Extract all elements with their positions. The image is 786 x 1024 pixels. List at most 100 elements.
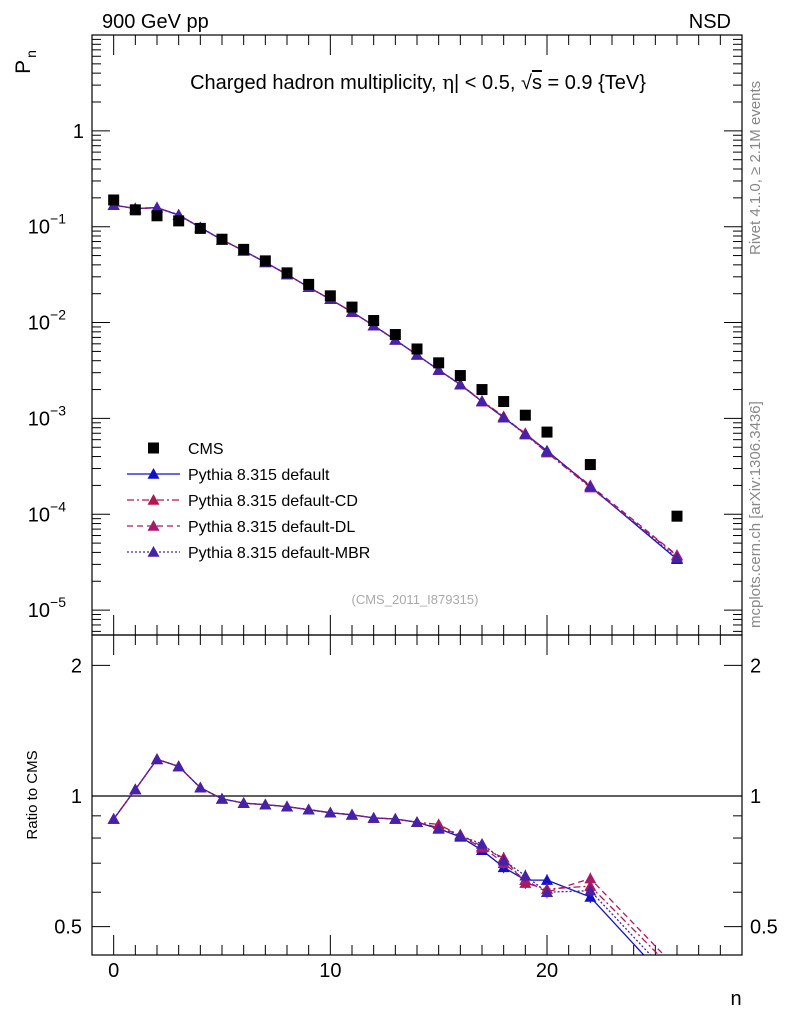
- ratio-marker-3: [389, 813, 402, 824]
- ratio-marker-3: [281, 800, 293, 812]
- legend-label: Pythia 8.315 default-DL: [188, 519, 355, 536]
- ratio-marker-3: [476, 838, 488, 849]
- cms-data-point: [519, 409, 531, 421]
- ratio-marker-3: [454, 829, 467, 841]
- legend: CMS Pythia 8.315 default Pythia 8.315 defa…: [127, 441, 370, 562]
- axes: 1 10−1 10−2 10−3 10−4 10−5 0 10 20 0.5 0.5 1 1 2 2: [28, 34, 778, 982]
- ratio-y-tick-label-left: 0.5: [54, 917, 82, 939]
- ratio-series-line-3: [113, 758, 652, 955]
- ratio-y-tick-label-right: 0.5: [750, 917, 778, 939]
- ratio-marker-3: [237, 797, 250, 808]
- legend-label: Pythia 8.315 default-CD: [188, 493, 358, 510]
- main-mc-marker-4: [151, 201, 163, 213]
- cms-data-point: [129, 204, 141, 216]
- main-y-tick-label: 10−5: [28, 594, 66, 622]
- ratio-marker-3: [346, 808, 358, 820]
- cms-data-point: [108, 194, 120, 206]
- cms-data-point: [433, 357, 445, 369]
- ratio-marker-3: [541, 886, 553, 898]
- legend-triangle-marker: [147, 546, 160, 557]
- x-tick-label: 20: [536, 960, 558, 982]
- cms-data-point: [454, 370, 466, 382]
- x-tick-label: 10: [319, 960, 341, 982]
- ratio-y-tick-label-right: 2: [750, 655, 761, 677]
- ratio-marker-3: [107, 813, 120, 824]
- legend-label: Pythia 8.315 default-MBR: [188, 545, 370, 562]
- legend-label: Pythia 8.315 default: [188, 467, 330, 484]
- legend-triangle-marker: [147, 494, 160, 505]
- cms-data-point: [389, 329, 401, 341]
- ratio-marker-3: [151, 753, 163, 765]
- ratio-marker-3: [216, 792, 228, 804]
- ratio-marker-3: [129, 783, 142, 795]
- cms-data-point: [303, 278, 315, 290]
- header-right: NSD: [689, 11, 731, 33]
- ratio-marker-3: [497, 854, 510, 866]
- ratio-marker-3: [324, 806, 337, 818]
- ratio-marker-3: [584, 884, 597, 896]
- ratio-marker-0: [541, 874, 553, 885]
- legend-triangle-marker: [147, 468, 160, 479]
- main-mc-marker-4: [584, 480, 597, 492]
- cms-data-point: [541, 426, 553, 438]
- ratio-y-tick-label-left: 1: [71, 786, 82, 808]
- main-y-label: Pn: [12, 50, 39, 74]
- main-y-tick-label: 10−3: [28, 402, 66, 430]
- ratio-marker-3: [302, 803, 315, 815]
- ratio-marker-2: [584, 872, 597, 884]
- cms-data-point: [368, 315, 380, 327]
- main-mc-marker-4: [432, 363, 445, 375]
- cms-data-point: [584, 459, 596, 471]
- legend-square-marker: [148, 442, 159, 454]
- cms-data-point: [281, 267, 293, 279]
- legend-label: CMS: [188, 441, 224, 458]
- ratio-marker-3: [432, 822, 445, 834]
- cms-data-point: [476, 384, 488, 396]
- main-mc-marker-4: [497, 411, 510, 423]
- ratio-marker-3: [172, 760, 185, 772]
- main-mc-marker-4: [519, 428, 532, 440]
- cms-data-point: [259, 255, 271, 267]
- x-tick-label: 0: [108, 960, 119, 982]
- legend-item-0: CMS: [148, 441, 224, 458]
- main-series-markers: [107, 194, 683, 564]
- ratio-y-label: Ratio to CMS: [24, 750, 41, 839]
- main-y-tick-label: 10−4: [28, 498, 66, 526]
- ratio-marker-3: [194, 781, 207, 793]
- cms-data-point: [238, 243, 250, 255]
- ratio-y-tick-label-left: 2: [71, 655, 82, 677]
- rivet-side-text: Rivet 4.1.0, ≥ 2.1M events: [747, 81, 764, 255]
- main-y-tick-label: 1: [73, 121, 84, 143]
- cms-data-point: [346, 301, 358, 313]
- x-axis-label: n: [730, 988, 741, 1010]
- analysis-watermark: (CMS_2011_I879315): [352, 592, 479, 607]
- legend-item-1: Pythia 8.315 default: [127, 467, 330, 484]
- ratio-marker-3: [519, 869, 532, 881]
- cms-data-point: [411, 343, 423, 355]
- legend-triangle-marker: [147, 520, 160, 531]
- ratio-marker-3: [367, 811, 380, 823]
- legend-item-4: Pythia 8.315 default-MBR: [127, 545, 370, 562]
- main-y-tick-label: 10−2: [28, 307, 66, 335]
- cms-data-point: [151, 210, 163, 222]
- ratio-marker-3: [411, 816, 423, 828]
- cms-data-point: [324, 290, 336, 302]
- legend-item-2: Pythia 8.315 default-CD: [127, 493, 358, 510]
- plot-frames: [91, 34, 743, 956]
- chart-title: Charged hadron multiplicity, η| < 0.5, √…: [190, 70, 646, 94]
- main-y-tick-label: 10−1: [28, 211, 66, 239]
- cms-data-point: [671, 510, 683, 522]
- ratio-panel-frame: [91, 634, 743, 956]
- main-mc-marker-4: [541, 445, 553, 457]
- ratio-series-markers: [107, 753, 597, 904]
- main-mc-marker-4: [454, 378, 467, 390]
- ratio-marker-3: [259, 798, 272, 810]
- ratio-series-lines: [113, 758, 665, 955]
- source-side-text: mcplots.cern.ch [arXiv:1306.3436]: [747, 401, 764, 628]
- cms-data-point: [173, 215, 185, 227]
- cms-data-point: [216, 233, 228, 245]
- cms-data-point: [498, 396, 510, 408]
- main-mc-marker-4: [476, 395, 488, 407]
- header-left: 900 GeV pp: [102, 11, 209, 33]
